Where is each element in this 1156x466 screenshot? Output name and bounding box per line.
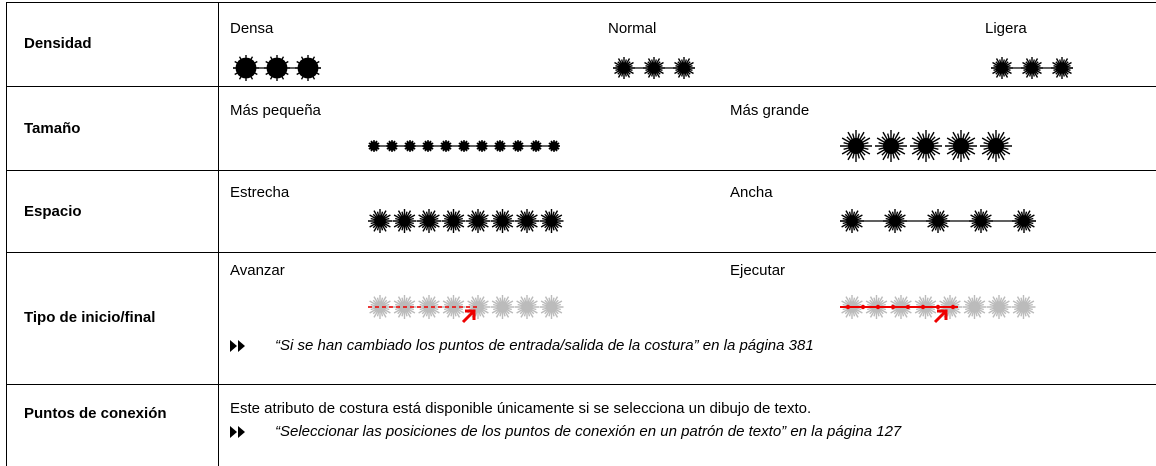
stitch-icon bbox=[235, 57, 257, 79]
stitch-icon bbox=[425, 143, 431, 149]
option: Estrecha bbox=[230, 184, 290, 201]
stitch-dot bbox=[935, 304, 941, 310]
stitch-icon bbox=[497, 143, 503, 149]
stitch-icon bbox=[972, 304, 977, 310]
row-label: Tipo de inicio/final bbox=[24, 309, 156, 326]
stitch-icon bbox=[539, 295, 564, 319]
stitch-icon bbox=[546, 215, 557, 227]
reference: “Seleccionar las posiciones de los punto… bbox=[275, 423, 902, 440]
stitch-icon bbox=[988, 138, 1004, 154]
stitch-icon bbox=[374, 215, 386, 227]
stitch-icon bbox=[497, 215, 508, 227]
stitch-icon bbox=[423, 215, 435, 227]
stitch-icon bbox=[932, 215, 944, 227]
stitch-icon bbox=[619, 63, 629, 73]
stitch-dot bbox=[950, 304, 956, 310]
stitch-icon bbox=[889, 215, 901, 227]
stitch-icon bbox=[266, 57, 288, 79]
stitch-dot bbox=[920, 304, 926, 310]
stitch-icon bbox=[490, 295, 515, 319]
stitch-dot bbox=[875, 304, 881, 310]
stitch-icon bbox=[475, 304, 481, 310]
stitch-icon bbox=[407, 143, 413, 149]
stitch-icon bbox=[521, 215, 533, 227]
stitch-icon bbox=[500, 304, 505, 310]
stitch-icon bbox=[997, 63, 1007, 73]
stitch-icon bbox=[551, 143, 557, 149]
stitch-icon bbox=[443, 143, 449, 149]
option: Más pequeña bbox=[230, 102, 321, 119]
stitch-icon bbox=[371, 143, 377, 149]
option: Densa bbox=[230, 20, 274, 37]
stitch-dot bbox=[845, 304, 851, 310]
stitch-icon bbox=[1018, 215, 1030, 227]
stitch-icon bbox=[962, 295, 987, 319]
stitch-icon bbox=[426, 304, 432, 310]
stitch-icon bbox=[479, 143, 485, 149]
stitch-icon bbox=[848, 138, 864, 154]
stitch-icon bbox=[987, 295, 1011, 319]
stitch-icon bbox=[448, 215, 459, 227]
row-label: Espacio bbox=[24, 203, 82, 220]
stitch-icon bbox=[918, 138, 934, 154]
description: Este atributo de costura está disponible… bbox=[230, 400, 812, 417]
arrow bbox=[933, 309, 948, 324]
option: Normal bbox=[608, 20, 657, 37]
reference: “Si se han cambiado los puntos de entrad… bbox=[275, 337, 814, 354]
stitch-icon bbox=[533, 143, 539, 149]
option: Avanzar bbox=[230, 262, 285, 279]
stitch-icon bbox=[524, 304, 530, 310]
option: Ancha bbox=[730, 184, 773, 201]
stitch-icon bbox=[975, 215, 987, 227]
stitch-icon bbox=[846, 215, 858, 227]
stitch-icon bbox=[297, 57, 319, 79]
stitch-icon bbox=[472, 215, 484, 227]
stitch-icon bbox=[883, 138, 899, 154]
option: Ligera bbox=[985, 20, 1027, 37]
stitch-icon bbox=[1057, 63, 1067, 73]
option: Ejecutar bbox=[730, 262, 786, 279]
stitch-dot bbox=[860, 304, 866, 310]
row-label: Tamaño bbox=[24, 120, 81, 137]
arrow bbox=[461, 309, 476, 324]
stitch-icon bbox=[389, 143, 395, 149]
stitch-icon bbox=[1027, 63, 1037, 73]
option: Más grande bbox=[730, 102, 810, 119]
row-label: Densidad bbox=[24, 35, 92, 52]
stitch-icon bbox=[679, 63, 689, 73]
stitch-icon bbox=[1021, 304, 1026, 310]
stitch-icon bbox=[549, 304, 554, 310]
stitch-icon bbox=[1011, 295, 1036, 319]
stitch-dot bbox=[905, 304, 911, 310]
stitch-icon bbox=[377, 304, 383, 310]
stitch-icon bbox=[996, 304, 1002, 310]
stitch-icon bbox=[515, 295, 539, 319]
row-label: Puntos de conexión bbox=[24, 405, 167, 422]
stitch-icon bbox=[461, 143, 467, 149]
stitch-icon bbox=[649, 63, 659, 73]
stitch-icon bbox=[515, 143, 521, 149]
stitch-icon bbox=[953, 138, 969, 154]
stitch-icon bbox=[399, 215, 410, 227]
stitch-dot bbox=[890, 304, 896, 310]
